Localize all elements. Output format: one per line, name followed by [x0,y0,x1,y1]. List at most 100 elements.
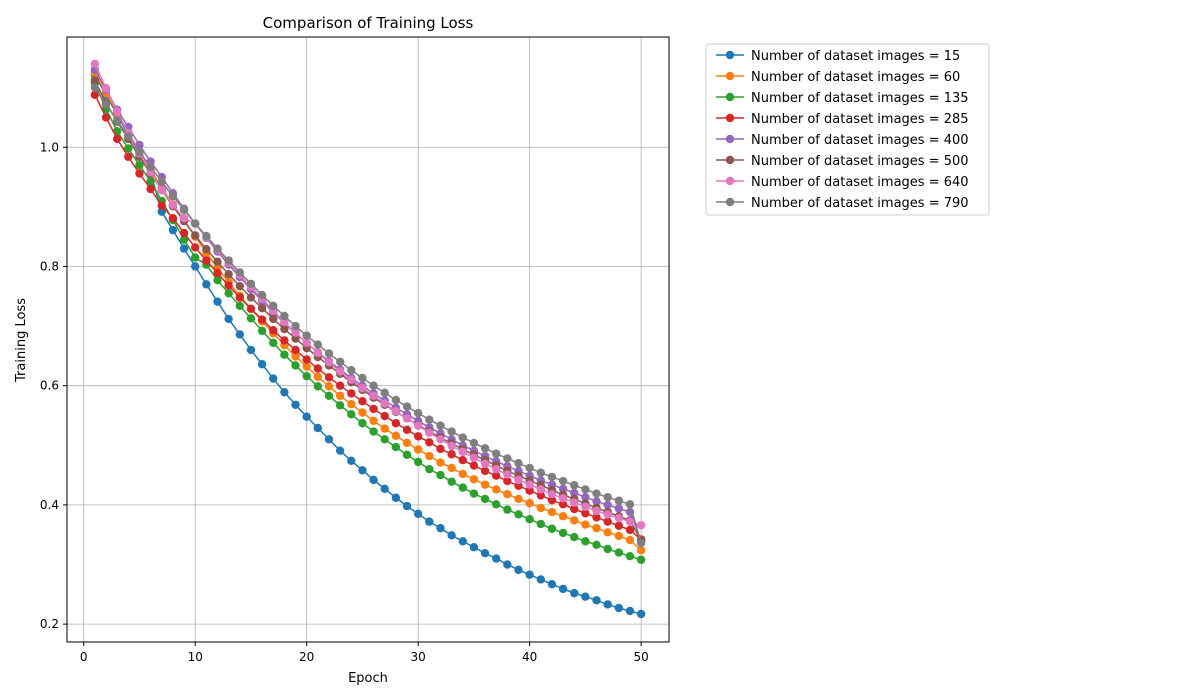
data-point [603,510,612,519]
data-point [425,428,434,437]
data-point [358,383,367,393]
data-point [636,546,646,555]
data-point [235,330,244,339]
data-point [257,304,267,313]
data-point [492,464,501,474]
data-point [168,225,178,235]
data-point [324,382,334,391]
data-point [547,579,557,589]
data-point [425,438,434,447]
data-point [480,444,490,453]
legend-marker [725,134,735,144]
data-point [191,262,200,271]
data-point [603,500,612,510]
data-point [436,421,445,430]
data-point [614,496,624,505]
data-point [369,427,378,436]
data-point [157,185,166,195]
data-point [402,425,412,434]
data-point [536,468,545,477]
legend-label: Number of dataset images = 15 [751,49,960,64]
legend-label: Number of dataset images = 60 [751,70,960,85]
data-point [269,301,278,311]
data-point [447,463,456,473]
data-point [603,528,612,537]
x-tick-label: 40 [522,650,537,664]
data-point [369,381,378,390]
data-point [592,513,601,522]
data-point [570,516,579,525]
x-tick-label: 50 [633,650,648,664]
data-point [536,503,545,513]
data-point [592,497,601,506]
legend-entry: Number of dataset images = 15 [716,49,960,64]
data-point [581,509,590,518]
data-point [347,410,356,419]
data-point [492,485,501,494]
data-point [436,444,445,454]
data-point [313,348,323,358]
data-point [191,231,200,240]
data-point [291,328,300,337]
data-point [614,603,624,613]
y-axis-label: Training Loss [14,298,29,383]
data-point [492,449,501,458]
data-point [135,140,144,150]
data-point [246,345,256,355]
data-point [402,450,412,460]
data-point [179,244,189,253]
data-point [291,321,300,331]
data-point [213,244,222,253]
data-point [246,293,256,302]
data-point [224,256,233,265]
series-7 [90,59,646,530]
data-point [213,275,222,285]
y-tick-label: 1.0 [40,140,59,154]
legend-marker [725,176,735,186]
legend-entry: Number of dataset images = 790 [716,196,969,211]
legend-marker [725,155,735,165]
data-point [224,314,233,324]
data-point [335,391,345,401]
data-point [514,458,523,468]
data-point [570,488,579,498]
data-point [469,475,479,484]
data-point [447,427,456,436]
data-point [614,531,624,541]
data-point [425,517,434,526]
data-point [413,421,423,430]
data-point [436,458,445,467]
data-point [302,355,311,364]
data-point [547,495,557,505]
data-point [269,374,278,383]
data-point [213,297,222,306]
data-point [636,555,646,564]
data-point [280,324,289,334]
y-tick-label: 0.8 [40,259,59,273]
data-point [558,484,568,494]
data-point [213,268,222,278]
data-point [146,162,155,172]
data-point [157,207,166,216]
data-point [280,311,289,321]
data-point [570,498,579,507]
data-point [547,524,557,533]
data-point [291,345,300,355]
data-point [425,451,434,461]
data-point [380,424,389,433]
data-point [101,113,111,122]
x-axis-label: Epoch [348,671,388,686]
data-point [592,489,601,498]
data-point [492,500,501,509]
data-point [447,531,456,540]
data-point [324,391,334,401]
data-point [369,391,378,401]
data-point [112,107,122,116]
data-point [480,459,490,468]
data-point [269,314,278,324]
data-point [347,366,356,375]
data-point [592,596,601,605]
data-point [168,214,178,223]
data-point [324,373,334,382]
